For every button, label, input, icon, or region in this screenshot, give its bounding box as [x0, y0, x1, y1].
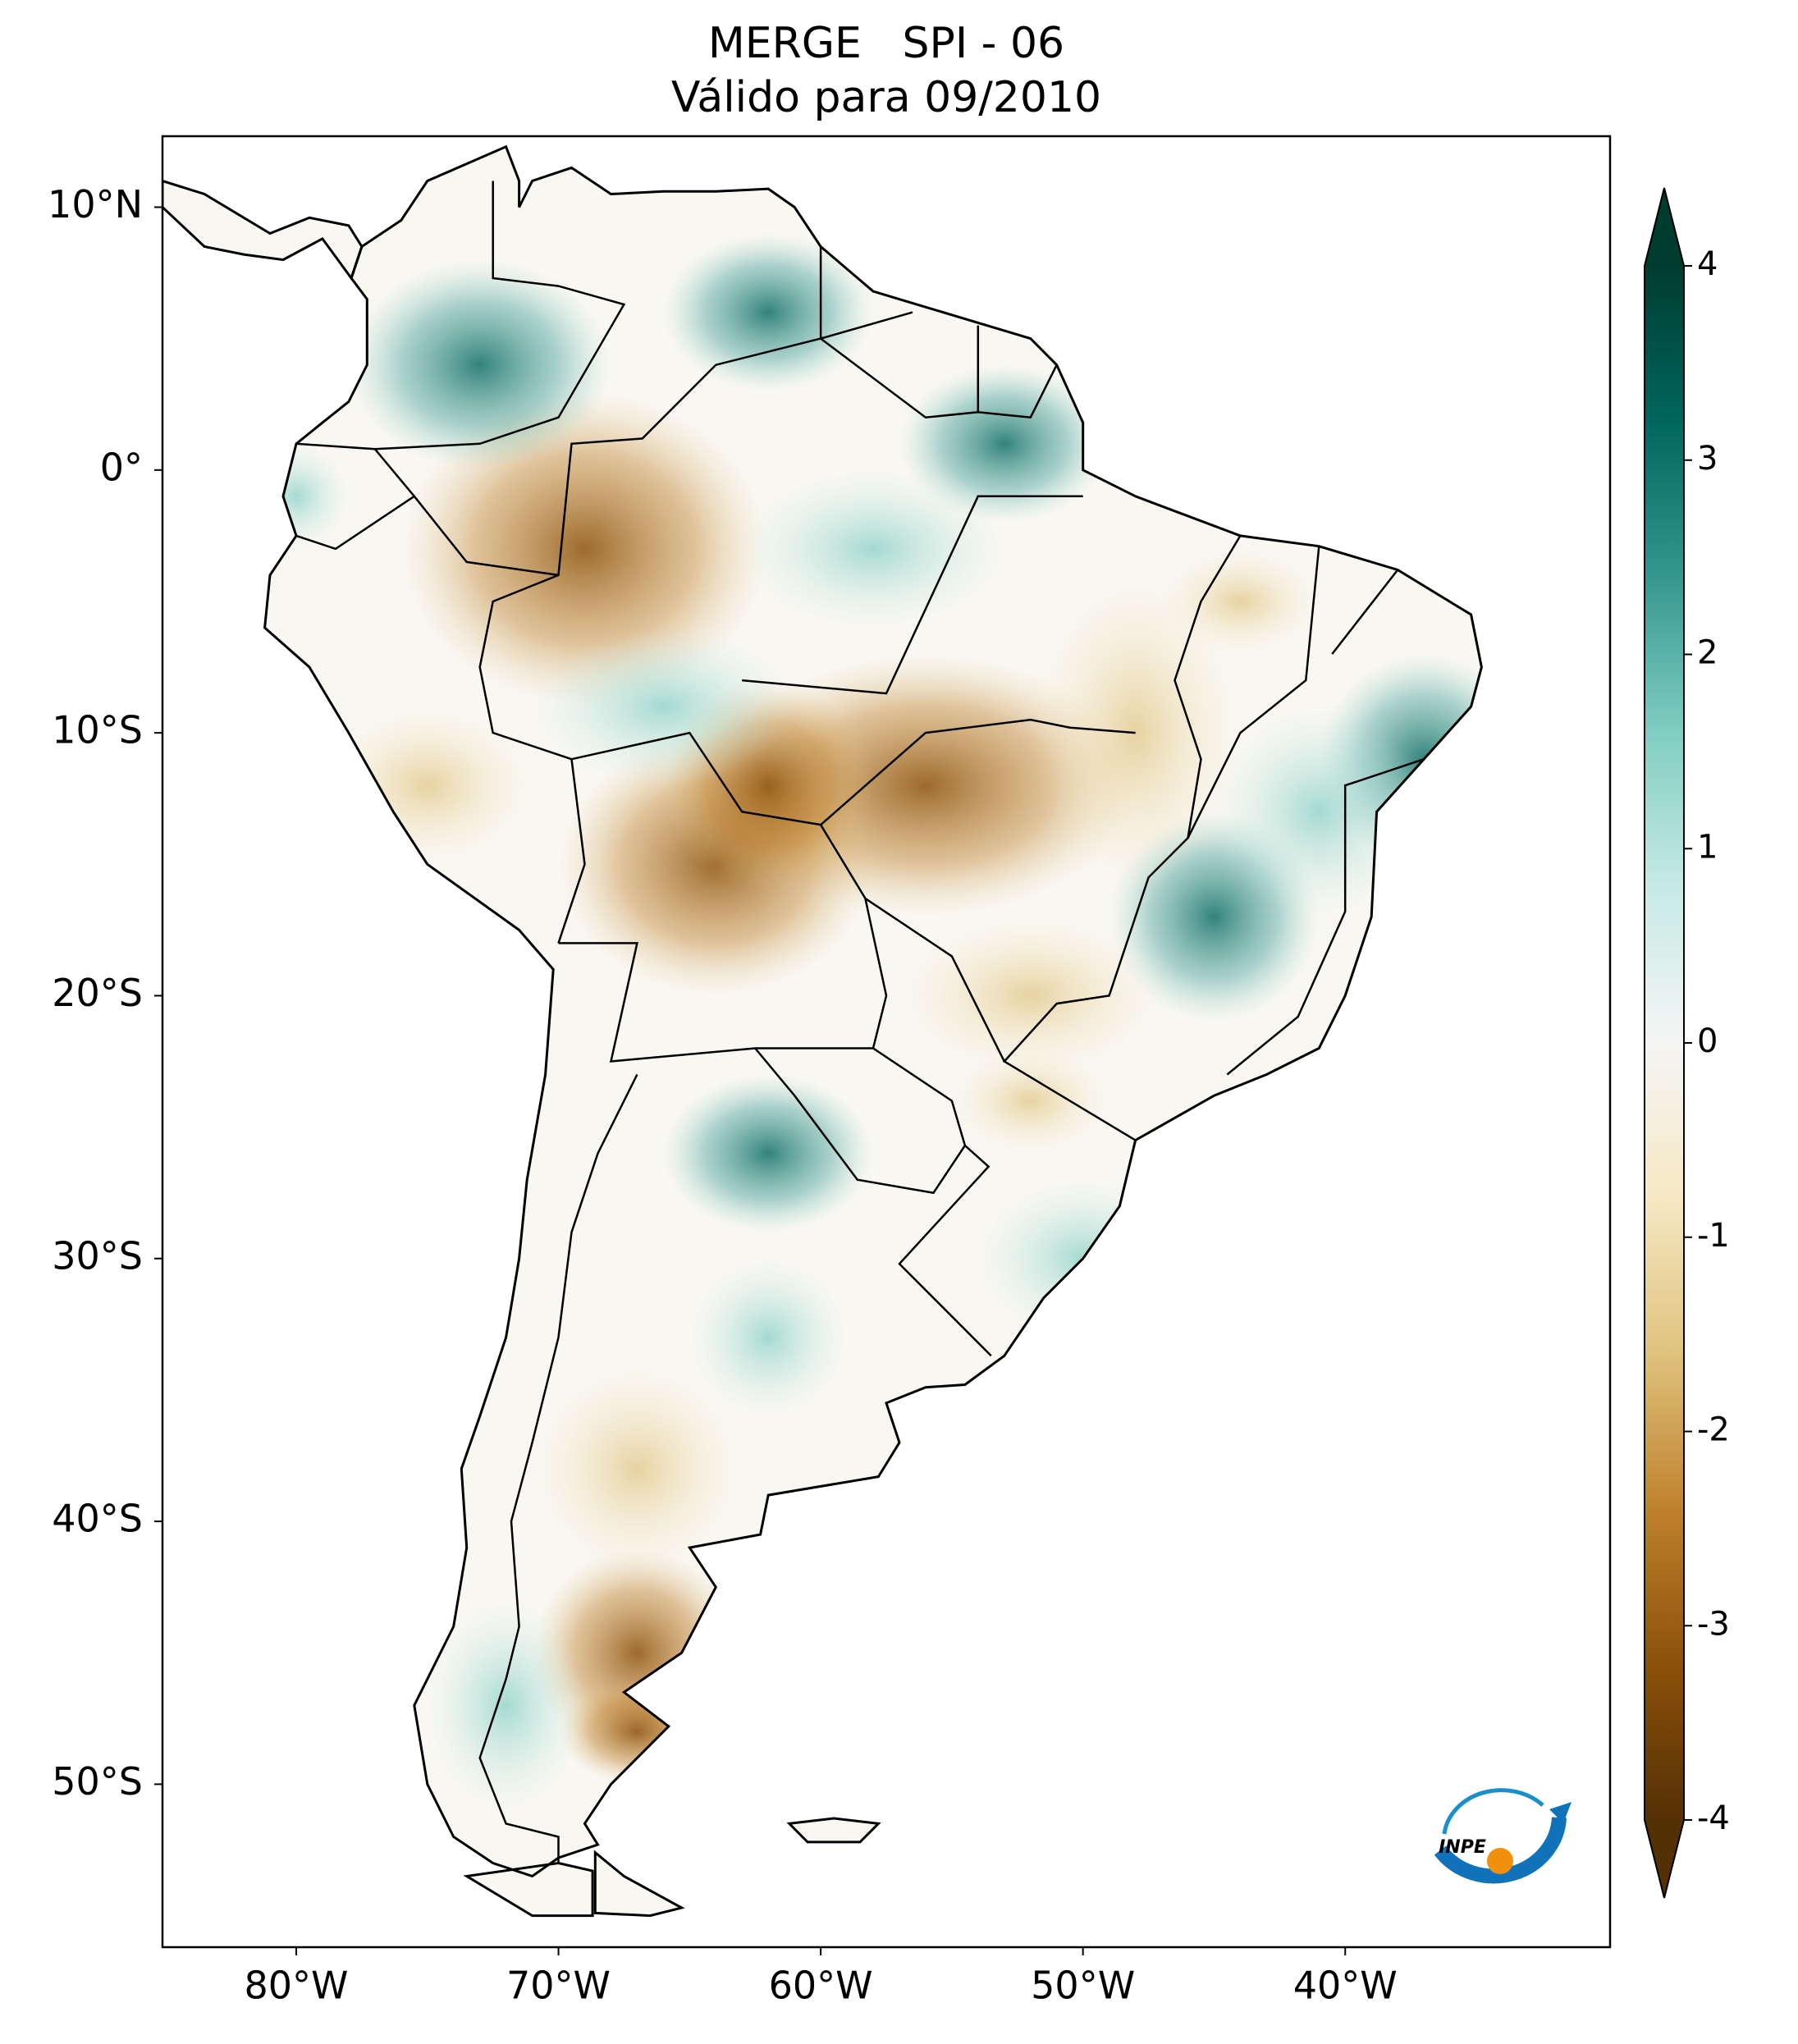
colorbar-tick-label: -3 — [1697, 1605, 1730, 1643]
border — [478, 337, 1058, 944]
colorbar-tick-label: 4 — [1697, 245, 1718, 283]
y-tick-label: 50°S — [52, 1759, 143, 1804]
colorbar-tick-label: 2 — [1697, 634, 1718, 672]
x-tick-label: 50°W — [1031, 1964, 1135, 2008]
anomaly-patch — [532, 1363, 743, 1575]
y-tick-label: 20°S — [52, 971, 143, 1015]
border — [742, 495, 1083, 695]
x-tick-label: 70°W — [506, 1964, 611, 2008]
colorbar-tick-label: 0 — [1697, 1022, 1718, 1060]
anomaly-patch — [1214, 706, 1425, 917]
border — [571, 731, 992, 1357]
border — [1187, 546, 1320, 839]
border — [558, 942, 873, 1063]
border — [1331, 569, 1399, 655]
colorbar-tick-label: -1 — [1697, 1217, 1730, 1255]
anomaly-patch — [663, 233, 874, 391]
y-tick-label: 0° — [100, 445, 143, 489]
x-tick-label: 80°W — [244, 1964, 348, 2008]
anomaly-patch — [689, 1258, 848, 1416]
anomaly-patch — [663, 1074, 874, 1232]
anomaly-patch — [400, 391, 769, 707]
colorbar-extend-max — [1645, 188, 1684, 266]
map-subtitle: Válido para 09/2010 — [671, 73, 1101, 122]
anomaly-patch — [348, 259, 611, 470]
border — [820, 718, 1136, 826]
land — [162, 146, 1482, 1916]
border — [1002, 535, 1242, 1141]
border — [478, 1073, 638, 1863]
coastline — [263, 144, 1483, 1878]
coastline — [463, 1861, 594, 1918]
border — [1226, 758, 1425, 1076]
map-frame — [161, 135, 1612, 1949]
colorbar-tick-label: -4 — [1697, 1799, 1730, 1837]
logo-text: INPE — [1439, 1837, 1486, 1858]
colorbar-tick-label: 1 — [1697, 828, 1718, 866]
y-tick-label: 40°S — [52, 1497, 143, 1541]
colorbar-tick-label: 3 — [1697, 440, 1718, 478]
y-tick-label: 10°S — [52, 708, 143, 752]
anomaly-patch — [899, 917, 1162, 1075]
colorbar-extend-min — [1645, 1820, 1684, 1898]
anomaly-patch — [427, 1600, 585, 1811]
map-title: MERGE SPI - 06 — [708, 19, 1064, 68]
anomaly-patch — [1161, 548, 1320, 655]
anomaly-patch — [322, 706, 533, 865]
border — [864, 897, 1005, 1063]
anomaly-patch — [532, 627, 795, 786]
border — [754, 1047, 966, 1195]
coastline — [162, 179, 364, 281]
y-tick-label: 10°N — [48, 182, 143, 226]
coastline — [593, 1850, 685, 1918]
map-area — [162, 144, 1483, 1918]
anomaly-patch — [899, 364, 1109, 523]
colorbar-tick-label: -2 — [1697, 1411, 1730, 1449]
anomaly-patch — [951, 1048, 1109, 1154]
coastline — [786, 1817, 881, 1844]
y-tick-label: 30°S — [52, 1233, 143, 1278]
x-tick-label: 60°W — [769, 1964, 873, 2008]
border — [819, 246, 913, 341]
colorbar — [1645, 266, 1684, 1820]
inpe-logo: INPE — [1434, 1788, 1572, 1884]
anomaly-patch — [742, 469, 1004, 628]
x-tick-label: 40°W — [1293, 1964, 1398, 2008]
border — [374, 181, 626, 450]
